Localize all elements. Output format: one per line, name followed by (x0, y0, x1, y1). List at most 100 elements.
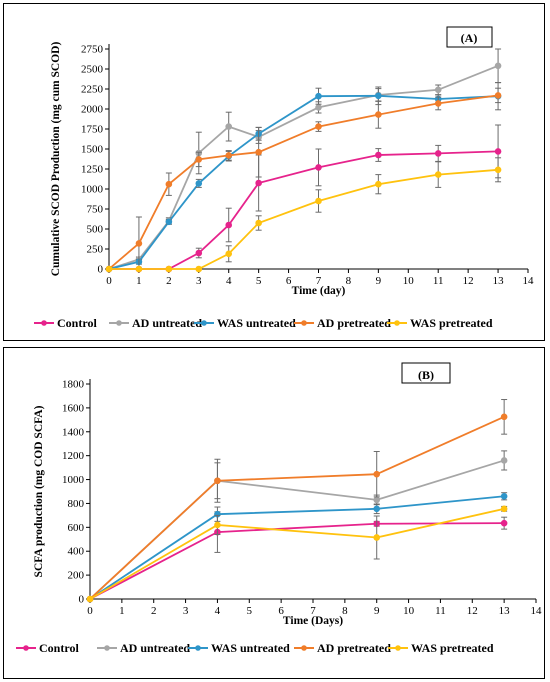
y-tick-label: 1250 (81, 164, 104, 176)
panel-label-box (401, 362, 451, 384)
x-tick-label: 6 (286, 275, 292, 287)
x-tick-label: 5 (256, 275, 262, 287)
series-ad-pretreated (105, 87, 502, 273)
data-point (105, 265, 113, 273)
legend-label: WAS pretreated (411, 641, 494, 655)
y-tick-label: 2250 (81, 84, 104, 96)
y-tick-label: 2000 (81, 104, 104, 116)
x-tick-label: 8 (342, 605, 348, 617)
data-point (500, 413, 508, 421)
legend-marker (301, 320, 307, 326)
legend-item: AD pretreated (294, 641, 391, 655)
series-was-pretreated (86, 505, 508, 603)
x-tick-label: 11 (433, 275, 444, 287)
series-line (109, 168, 499, 270)
data-point (434, 150, 442, 157)
data-point (373, 470, 381, 478)
y-tick-label: 800 (68, 498, 85, 510)
legend-item: Control (34, 316, 97, 330)
data-point (255, 148, 262, 156)
data-point (195, 249, 203, 257)
series-ad-untreated (105, 48, 502, 273)
legend-marker (23, 645, 29, 651)
data-point (494, 62, 502, 70)
x-axis-label: Time (Days) (283, 615, 343, 627)
y-tick-label: 400 (68, 546, 85, 558)
series-ad-pretreated (86, 399, 508, 603)
x-tick-label: 4 (226, 275, 232, 287)
x-tick-label: 3 (196, 275, 202, 287)
y-tick-label: 200 (68, 570, 85, 582)
y-tick-label: 1600 (62, 402, 85, 414)
data-point (315, 123, 322, 130)
data-point (225, 221, 233, 229)
data-point (315, 92, 322, 100)
data-point (214, 521, 221, 529)
y-tick-label: 1400 (62, 426, 85, 438)
y-tick-label: 750 (87, 204, 104, 216)
legend-label: WAS pretreated (410, 316, 493, 330)
data-point (225, 152, 233, 159)
legend-label: WAS untreated (211, 641, 290, 655)
series-line (89, 459, 505, 600)
data-point (225, 250, 233, 258)
data-point (195, 156, 203, 163)
x-tick-label: 1 (119, 605, 125, 617)
data-point (494, 92, 502, 99)
x-tick-label: 11 (435, 605, 446, 617)
series-line (108, 64, 499, 270)
legend-marker (394, 320, 400, 326)
legend-item: AD untreated (97, 641, 190, 655)
data-point (494, 166, 502, 174)
chart-panel-a: 0 250 500 750 1000 1250 1500 1750 2000 2250 2500 27… (3, 3, 545, 341)
data-point (500, 457, 508, 464)
data-point (195, 180, 203, 187)
x-tick-label: 13 (493, 275, 505, 287)
x-tick-label: 14 (523, 275, 535, 287)
y-tick-label: 2750 (81, 44, 104, 56)
x-tick-label: 5 (247, 605, 253, 617)
y-axis-label: SCFA production (mg COD SCFA) (33, 405, 45, 577)
legend-label: Control (39, 641, 79, 655)
data-point (373, 505, 381, 513)
series-line (108, 94, 499, 270)
x-tick-label: 3 (183, 605, 189, 617)
data-point (86, 595, 94, 603)
y-tick-label: 1500 (81, 144, 104, 156)
legend-item: WAS untreated (188, 641, 290, 655)
legend-marker (195, 645, 201, 651)
data-point (500, 505, 508, 513)
legend-marker (301, 645, 307, 651)
x-tick-label: 13 (499, 605, 511, 617)
series-control (86, 511, 508, 603)
legend-item: AD untreated (109, 316, 202, 330)
x-tick-label: 4 (215, 605, 221, 617)
legend-label: AD untreated (120, 641, 190, 655)
data-point (494, 148, 502, 155)
legend-item: WAS pretreated (388, 641, 494, 655)
x-tick-label: 6 (278, 605, 284, 617)
data-point (315, 197, 322, 205)
x-tick-label: 14 (531, 605, 543, 617)
legend-marker (104, 645, 110, 651)
legend-marker (116, 320, 122, 326)
series-line (89, 416, 505, 600)
series-was-untreated (105, 82, 502, 273)
x-tick-label: 0 (106, 275, 112, 287)
legend-marker (201, 320, 207, 326)
data-point (500, 492, 508, 500)
legend-label: AD untreated (132, 316, 202, 330)
chart-panel-b: 0 200 400 600 800 1000 1200 1400 1600 1800 0 1 2 3 4 5 6… (3, 347, 545, 679)
data-point (375, 151, 382, 159)
data-point (135, 240, 143, 247)
x-tick-label: 1 (136, 275, 142, 287)
legend-marker (41, 320, 47, 326)
y-tick-label: 1000 (62, 474, 85, 486)
panel-label-box (446, 26, 493, 48)
x-axis-label: Time (day) (292, 285, 346, 297)
y-tick-label: 1800 (62, 379, 85, 391)
y-tick-label: 2500 (81, 64, 104, 76)
data-point (373, 534, 381, 541)
series-line (89, 495, 505, 600)
data-point (165, 265, 173, 273)
